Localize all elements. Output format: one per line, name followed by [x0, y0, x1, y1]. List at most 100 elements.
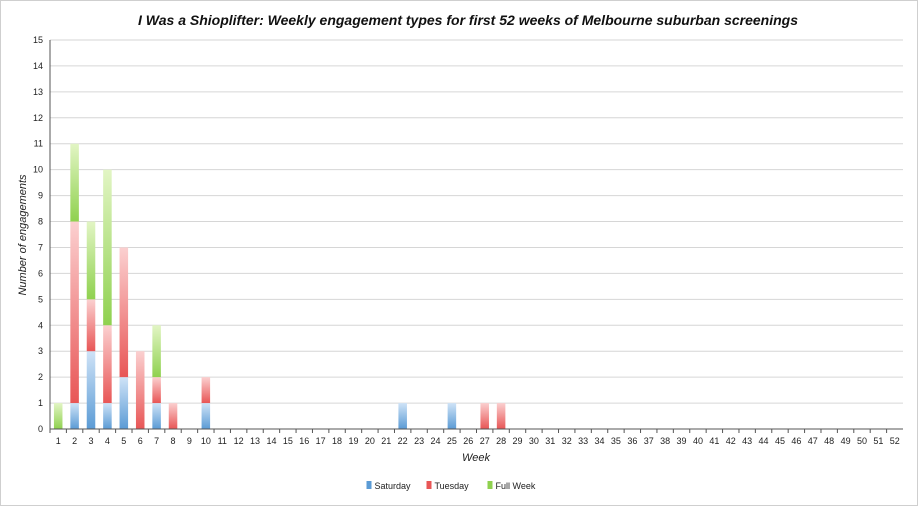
- bar-tuesday-week-2: [70, 221, 79, 404]
- x-tick-label: 34: [595, 436, 605, 446]
- bars: [53, 143, 506, 429]
- x-tick-label: 5: [121, 436, 126, 446]
- bar-full-week-week-1: [53, 403, 63, 429]
- x-tick-label: 48: [824, 436, 834, 446]
- bar-saturday-week-7: [152, 403, 161, 429]
- x-tick-label: 52: [890, 436, 900, 446]
- y-tick-label: 1: [38, 398, 43, 408]
- legend-swatch: [487, 481, 493, 489]
- bar-tuesday-week-28: [496, 403, 506, 429]
- y-tick-label: 0: [38, 424, 43, 434]
- x-tick-label: 44: [759, 436, 769, 446]
- x-tick-label: 3: [89, 436, 94, 446]
- x-tick-label: 8: [171, 436, 176, 446]
- x-tick-label: 46: [791, 436, 801, 446]
- y-tick-label: 9: [38, 191, 43, 201]
- y-tick-label: 15: [33, 35, 43, 45]
- x-tick-label: 40: [693, 436, 703, 446]
- legend-label: Saturday: [375, 481, 412, 491]
- y-tick-label: 11: [34, 139, 43, 149]
- x-tick-label: 39: [677, 436, 687, 446]
- x-tick-label: 50: [857, 436, 867, 446]
- x-tick-label: 12: [234, 436, 244, 446]
- legend-label: Tuesday: [435, 481, 470, 491]
- bar-tuesday-week-27: [480, 403, 489, 429]
- bar-saturday-week-2: [70, 403, 79, 429]
- x-tick-label: 38: [660, 436, 670, 446]
- x-tick-label: 33: [578, 436, 588, 446]
- x-tick-label: 16: [299, 436, 309, 446]
- y-tick-label: 5: [38, 294, 43, 304]
- x-tick-label: 4: [105, 436, 110, 446]
- y-tick-label: 12: [33, 113, 43, 123]
- x-tick-label: 24: [430, 436, 440, 446]
- chart-title: I Was a Shioplifter: Weekly engagement t…: [138, 12, 798, 28]
- x-tick-label: 23: [414, 436, 424, 446]
- bar-tuesday-week-7: [152, 377, 161, 404]
- x-tick-label: 45: [775, 436, 785, 446]
- x-axis-title: Week: [462, 452, 490, 464]
- bar-saturday-week-25: [447, 403, 457, 429]
- x-tick-label: 10: [201, 436, 211, 446]
- x-tick-label: 31: [545, 436, 555, 446]
- y-tick-label: 13: [33, 87, 43, 97]
- x-tick-label: 6: [138, 436, 143, 446]
- gridlines: [50, 39, 903, 430]
- x-tick-label: 49: [841, 436, 851, 446]
- y-tick-label: 3: [38, 346, 43, 356]
- x-tick-label: 47: [808, 436, 818, 446]
- x-tick-label: 22: [398, 436, 408, 446]
- x-tick-label: 41: [709, 436, 719, 446]
- x-tick-label: 7: [154, 436, 159, 446]
- x-tick-label: 13: [250, 436, 260, 446]
- x-tick-label: 2: [72, 436, 77, 446]
- x-tick-label: 14: [266, 436, 276, 446]
- x-tick-label: 42: [726, 436, 736, 446]
- x-tick-label: 20: [365, 436, 375, 446]
- bar-tuesday-week-8: [168, 403, 178, 429]
- x-tick-label: 17: [316, 436, 326, 446]
- bar-full-week-week-7: [152, 325, 161, 378]
- legend-label: Full Week: [496, 481, 536, 491]
- bar-saturday-week-4: [103, 403, 112, 429]
- y-tick-label: 7: [38, 242, 43, 252]
- x-tick-label: 19: [348, 436, 358, 446]
- bar-saturday-week-3: [86, 351, 96, 429]
- bar-tuesday-week-6: [135, 351, 145, 429]
- bar-saturday-week-22: [398, 403, 407, 429]
- y-tick-label: 10: [33, 165, 43, 175]
- legend-swatch: [426, 481, 432, 489]
- bar-saturday-week-5: [119, 377, 129, 429]
- x-tick-label: 51: [873, 436, 883, 446]
- y-axis-title: Number of engagements: [17, 174, 29, 296]
- bar-full-week-week-3: [86, 221, 96, 300]
- y-tick-label: 8: [38, 217, 43, 227]
- x-tick-label: 25: [447, 436, 457, 446]
- x-tick-label: 30: [529, 436, 539, 446]
- y-tick-label: 2: [38, 372, 43, 382]
- x-tick-label: 27: [480, 436, 490, 446]
- x-tick-label: 28: [496, 436, 506, 446]
- y-tick-label: 6: [38, 268, 43, 278]
- x-axis-ticks: 1 2 3 4 5 6 7 8 9 10 11 12 13 14 15 16 17 18 19 20 21 22 23 24 2…: [49, 429, 900, 446]
- bar-full-week-week-2: [70, 143, 79, 222]
- y-tick-label: 14: [33, 61, 43, 71]
- x-tick-label: 37: [644, 436, 654, 446]
- bar-tuesday-week-4: [103, 325, 112, 404]
- bar-tuesday-week-10: [201, 377, 211, 404]
- x-tick-label: 43: [742, 436, 752, 446]
- legend: Saturday Tuesday Full Week: [366, 481, 536, 491]
- x-tick-label: 36: [627, 436, 637, 446]
- bar-saturday-week-10: [201, 403, 211, 429]
- x-tick-label: 15: [283, 436, 293, 446]
- x-tick-label: 26: [463, 436, 473, 446]
- bar-full-week-week-4: [103, 169, 112, 326]
- x-tick-label: 18: [332, 436, 342, 446]
- legend-swatch: [366, 481, 372, 489]
- x-tick-label: 11: [218, 436, 227, 446]
- x-tick-label: 35: [611, 436, 621, 446]
- x-tick-label: 21: [381, 436, 391, 446]
- x-tick-label: 29: [513, 436, 523, 446]
- bar-tuesday-week-3: [86, 299, 96, 352]
